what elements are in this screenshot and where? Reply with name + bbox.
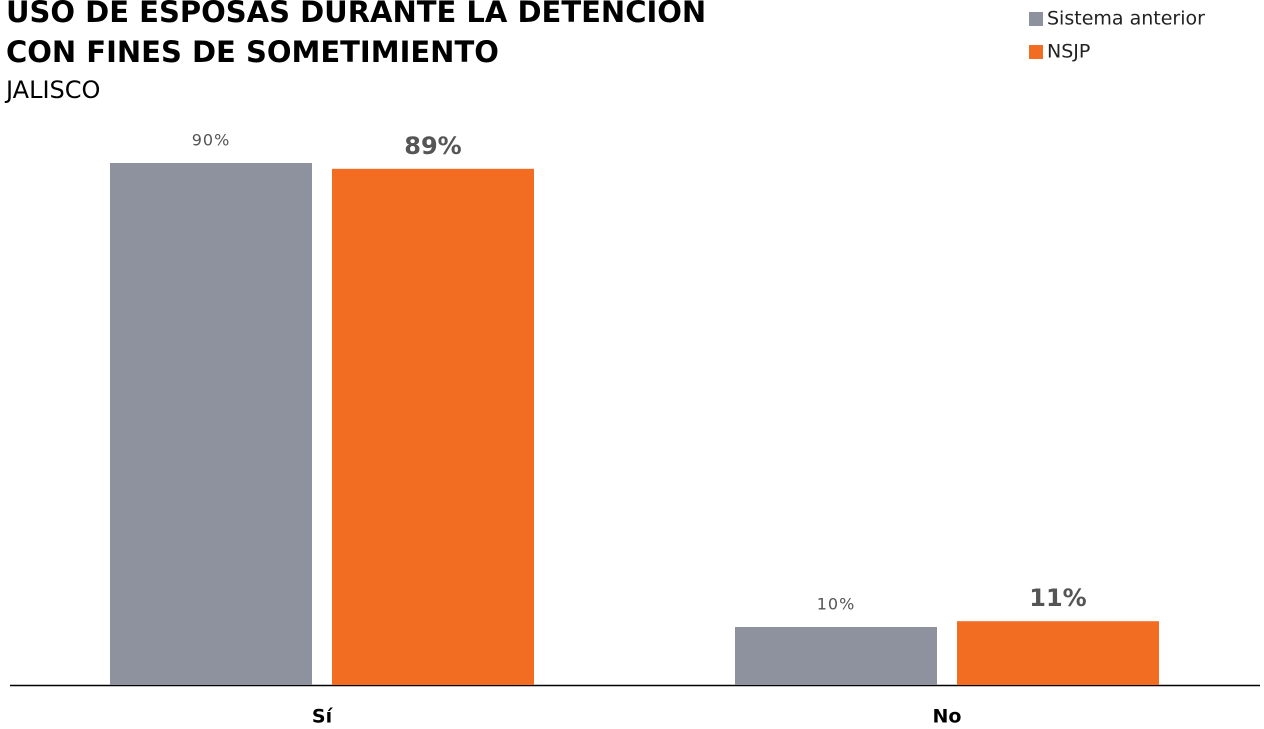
legend-label: Sistema anterior — [1047, 8, 1205, 30]
legend-swatch — [1029, 45, 1043, 59]
data-label: 11% — [1029, 584, 1086, 612]
data-label: 90% — [192, 131, 231, 150]
x-tick-label: No — [933, 706, 962, 728]
bar — [110, 163, 312, 685]
data-label: 10% — [817, 595, 856, 614]
bar — [957, 621, 1159, 685]
bar — [735, 627, 937, 685]
bar — [332, 168, 534, 686]
chart-title: USO DE ESPOSAS DURANTE LA DETENCIÓN — [6, 0, 706, 29]
chart-subtitle: JALISCO — [4, 76, 100, 104]
legend-swatch — [1029, 12, 1043, 26]
x-tick-label: Sí — [312, 706, 334, 728]
legend-label: NSJP — [1047, 41, 1090, 63]
data-label: 89% — [404, 132, 461, 160]
chart-title: CON FINES DE SOMETIMIENTO — [6, 35, 499, 69]
